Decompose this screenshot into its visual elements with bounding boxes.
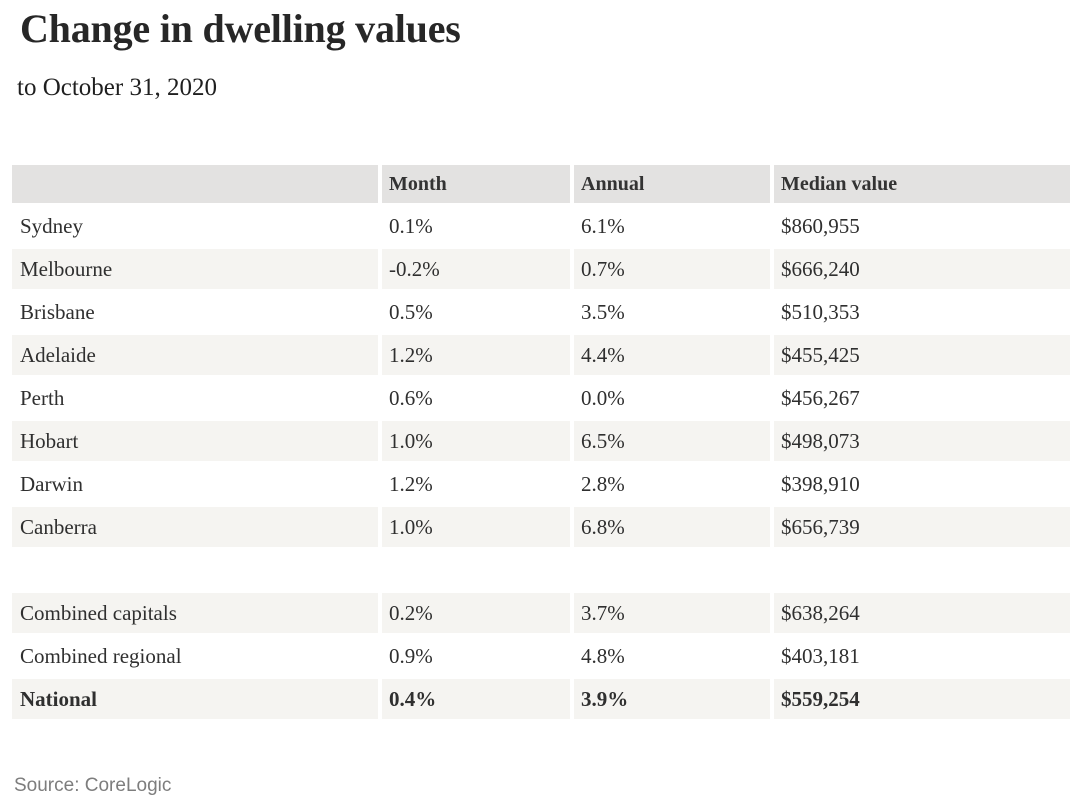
median-value-cell: $398,910 <box>774 464 1070 504</box>
annual-cell: 3.9% <box>574 679 770 719</box>
month-cell: 0.4% <box>382 679 570 719</box>
median-value-cell: $510,353 <box>774 292 1070 332</box>
annual-cell: 2.8% <box>574 464 770 504</box>
median-value-cell: $456,267 <box>774 378 1070 418</box>
row-label: Combined regional <box>12 636 378 676</box>
annual-cell: 6.5% <box>574 421 770 461</box>
column-header-blank <box>12 165 378 203</box>
page-title: Change in dwelling values <box>20 6 461 51</box>
table-body: Sydney 0.1% 6.1% $860,955 Melbourne -0.2% 0.7%… <box>12 206 1070 719</box>
dwelling-values-table: Month Annual Median value Sydney 0.1% 6.1%… <box>12 165 1070 719</box>
median-value-cell: $455,425 <box>774 335 1070 375</box>
table-row: Combined regional 0.9% 4.8% $403,181 <box>12 636 1070 676</box>
annual-cell: 3.5% <box>574 292 770 332</box>
row-label: National <box>12 679 378 719</box>
row-label: Brisbane <box>12 292 378 332</box>
row-label: Canberra <box>12 507 378 547</box>
annual-cell: 4.4% <box>574 335 770 375</box>
table-row: Hobart 1.0% 6.5% $498,073 <box>12 421 1070 461</box>
row-label: Darwin <box>12 464 378 504</box>
month-cell: 1.0% <box>382 421 570 461</box>
month-cell: 0.1% <box>382 206 570 246</box>
table-row: Perth 0.6% 0.0% $456,267 <box>12 378 1070 418</box>
spacer-row <box>12 550 1070 590</box>
column-header-annual: Annual <box>574 165 770 203</box>
annual-cell: 3.7% <box>574 593 770 633</box>
source-credit: Source: CoreLogic <box>14 775 172 796</box>
row-label: Sydney <box>12 206 378 246</box>
table-row: Combined capitals 0.2% 3.7% $638,264 <box>12 593 1070 633</box>
annual-cell: 6.8% <box>574 507 770 547</box>
month-cell: 1.2% <box>382 464 570 504</box>
median-value-cell: $638,264 <box>774 593 1070 633</box>
month-cell: 0.2% <box>382 593 570 633</box>
month-cell: 1.2% <box>382 335 570 375</box>
median-value-cell: $403,181 <box>774 636 1070 676</box>
annual-cell: 0.7% <box>574 249 770 289</box>
row-label: Adelaide <box>12 335 378 375</box>
table-row: National 0.4% 3.9% $559,254 <box>12 679 1070 719</box>
month-cell: -0.2% <box>382 249 570 289</box>
median-value-cell: $656,739 <box>774 507 1070 547</box>
table-row: Brisbane 0.5% 3.5% $510,353 <box>12 292 1070 332</box>
annual-cell: 4.8% <box>574 636 770 676</box>
page-subtitle: to October 31, 2020 <box>17 74 217 101</box>
column-header-month: Month <box>382 165 570 203</box>
row-label: Combined capitals <box>12 593 378 633</box>
annual-cell: 6.1% <box>574 206 770 246</box>
annual-cell: 0.0% <box>574 378 770 418</box>
table-row: Sydney 0.1% 6.1% $860,955 <box>12 206 1070 246</box>
column-header-median-value: Median value <box>774 165 1070 203</box>
month-cell: 0.6% <box>382 378 570 418</box>
table-row: Melbourne -0.2% 0.7% $666,240 <box>12 249 1070 289</box>
table-row: Canberra 1.0% 6.8% $656,739 <box>12 507 1070 547</box>
month-cell: 0.9% <box>382 636 570 676</box>
row-label: Melbourne <box>12 249 378 289</box>
month-cell: 1.0% <box>382 507 570 547</box>
median-value-cell: $559,254 <box>774 679 1070 719</box>
median-value-cell: $860,955 <box>774 206 1070 246</box>
month-cell: 0.5% <box>382 292 570 332</box>
table-header-row: Month Annual Median value <box>12 165 1070 203</box>
median-value-cell: $666,240 <box>774 249 1070 289</box>
median-value-cell: $498,073 <box>774 421 1070 461</box>
table-row: Darwin 1.2% 2.8% $398,910 <box>12 464 1070 504</box>
table-row: Adelaide 1.2% 4.4% $455,425 <box>12 335 1070 375</box>
row-label: Hobart <box>12 421 378 461</box>
row-label: Perth <box>12 378 378 418</box>
